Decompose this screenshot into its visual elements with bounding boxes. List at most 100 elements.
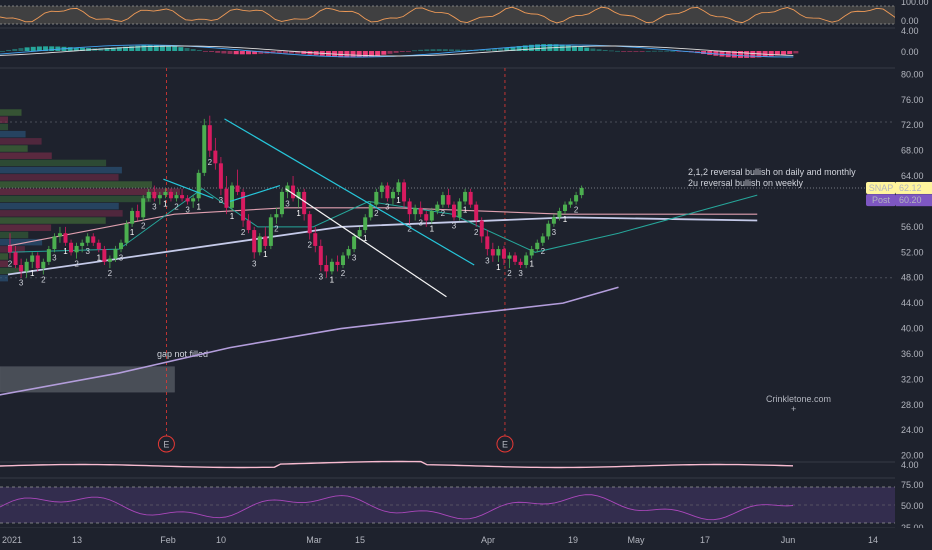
candle xyxy=(191,195,196,208)
top-indicator-tick: 100.00 xyxy=(901,0,929,7)
volume-profile-bar xyxy=(0,231,29,239)
macd-bar xyxy=(571,45,577,51)
candle-body xyxy=(213,150,218,164)
strat-label: 3 xyxy=(352,253,357,262)
candle xyxy=(513,252,518,265)
price-tick-label: 32.00 xyxy=(901,374,924,384)
candle xyxy=(35,252,40,272)
candle-body xyxy=(485,236,490,250)
strat-label: 3 xyxy=(152,202,157,211)
candle xyxy=(385,182,390,202)
candle-body xyxy=(402,182,407,202)
candle-body xyxy=(374,191,379,205)
candle xyxy=(96,239,101,253)
candle xyxy=(235,169,240,196)
earnings-marker xyxy=(496,435,514,453)
strat-label: 3 xyxy=(452,222,457,231)
macd-bar xyxy=(110,47,116,51)
candle xyxy=(207,115,212,157)
macd-bar xyxy=(645,50,651,52)
candle xyxy=(130,207,135,227)
candle-body xyxy=(107,258,112,262)
candle-body xyxy=(257,236,262,253)
post-label: Post xyxy=(872,195,891,205)
candle-body xyxy=(379,185,384,192)
moving-average-short xyxy=(7,188,758,253)
macd-bar xyxy=(18,48,24,51)
candle xyxy=(168,188,173,202)
trendline xyxy=(285,188,447,298)
candle xyxy=(352,233,357,253)
post-price-badge: Post 60.20 xyxy=(866,194,932,207)
candle-body xyxy=(346,249,351,256)
price-tick-label: 48.00 xyxy=(901,273,924,283)
strat-label: 2 xyxy=(574,206,579,215)
strat-label: 1 xyxy=(130,228,135,237)
strat-label: 3 xyxy=(219,196,224,205)
candle-body xyxy=(113,249,118,259)
candle xyxy=(524,252,529,269)
trendline xyxy=(224,118,475,266)
candle-body xyxy=(513,255,518,262)
strat-label: 1 xyxy=(230,212,235,221)
candle-body xyxy=(191,198,196,202)
volume-profile-bar xyxy=(0,253,8,260)
volume-profile-bar xyxy=(0,224,52,231)
candle xyxy=(402,179,407,208)
candle-body xyxy=(80,242,85,246)
candle-body xyxy=(352,236,357,250)
macd-bar xyxy=(159,45,165,51)
candle-body xyxy=(452,204,456,218)
candle xyxy=(490,242,495,262)
strat-label: 2 xyxy=(108,269,113,278)
candle xyxy=(507,252,512,269)
candle-body xyxy=(41,261,46,269)
candle-body xyxy=(341,255,345,265)
rsi-line xyxy=(0,494,794,521)
volume-profile-bar xyxy=(0,130,26,138)
top-indicator-tick: 0.00 xyxy=(901,16,919,26)
macd-bar xyxy=(664,50,670,52)
candle-body xyxy=(246,220,251,231)
candle xyxy=(257,233,262,256)
candle-body xyxy=(168,191,173,199)
candle xyxy=(19,258,24,278)
candle-body xyxy=(8,245,12,253)
macd-bar xyxy=(282,51,288,54)
candle-body xyxy=(224,188,229,208)
candle xyxy=(157,191,162,205)
candle-body xyxy=(407,201,412,215)
macd-bar xyxy=(731,51,737,58)
candle xyxy=(418,201,423,218)
strat-label: 3 xyxy=(385,202,390,211)
macd-bar xyxy=(455,49,461,51)
time-tick-label: 2021 xyxy=(2,535,22,545)
candle-body xyxy=(529,249,534,256)
candle-body xyxy=(180,195,185,199)
candle xyxy=(357,226,362,240)
candle-body xyxy=(413,207,418,215)
strat-label: 3 xyxy=(418,218,423,227)
macd-bar xyxy=(356,51,362,58)
strat-label: 2 xyxy=(541,247,546,256)
candle xyxy=(485,230,490,256)
candle xyxy=(8,233,12,259)
price-tick-label: 20.00 xyxy=(901,451,924,461)
candle-body xyxy=(390,191,395,199)
strat-label: 1 xyxy=(63,247,68,256)
macd-bar xyxy=(448,49,454,51)
strat-label: 1 xyxy=(163,199,168,208)
time-tick-label: 19 xyxy=(568,535,578,545)
candle xyxy=(474,201,479,227)
snap-last-price: 62.12 xyxy=(899,183,922,193)
price-tick-label: 76.00 xyxy=(901,95,924,105)
candle-body xyxy=(368,204,373,218)
candle-body xyxy=(163,191,168,196)
macd-bar xyxy=(787,51,793,55)
candle-body xyxy=(63,233,68,243)
volume-profile-bar xyxy=(0,210,123,217)
macd-bar xyxy=(602,49,608,51)
time-tick-label: 14 xyxy=(868,535,878,545)
